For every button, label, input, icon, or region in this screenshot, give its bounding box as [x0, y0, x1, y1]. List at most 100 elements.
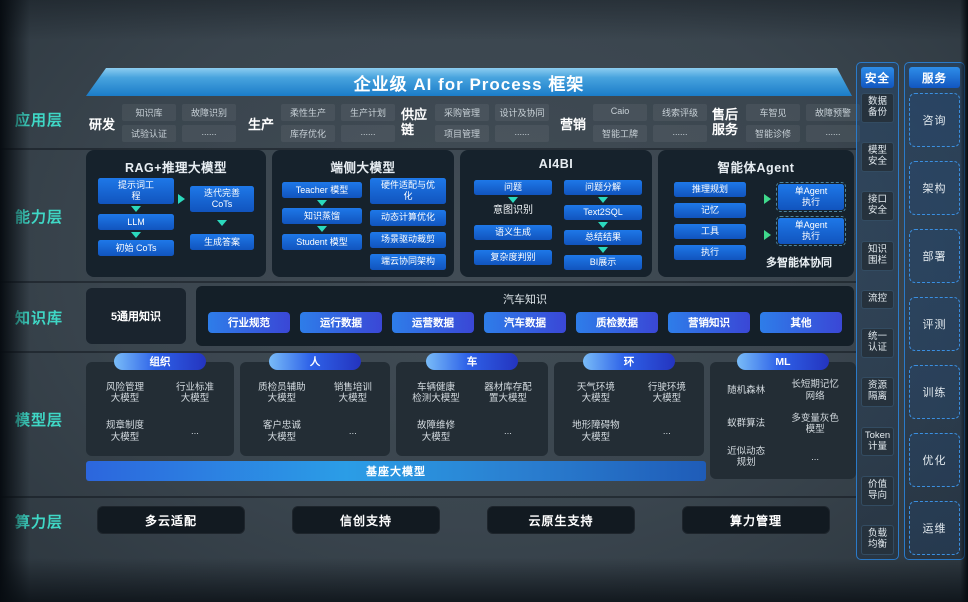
flow-box: 语义生成: [474, 225, 552, 240]
flow-box: 问题分解: [564, 180, 642, 195]
knowledge-button: 运行数据: [300, 312, 382, 333]
model-group-pill: 人: [269, 353, 361, 370]
flow-box: Student 模型: [282, 234, 362, 250]
app-group-marketing: 营销 Caio 智能工牌 线索评级......: [560, 101, 708, 145]
app-item: 线索评级: [653, 104, 708, 121]
security-item: 统一 认证: [861, 328, 894, 359]
flow-box: 初始 CoTs: [98, 240, 174, 256]
services-item: 咨询: [909, 93, 960, 147]
model-item: 规章制度 大模型: [105, 420, 144, 443]
app-group-label: 研发: [89, 116, 116, 132]
compute-button: 算力管理: [682, 506, 830, 534]
app-item: ......: [495, 125, 549, 142]
app-items: 车智见 智能诊修 故障预警......: [746, 104, 860, 142]
security-item: 数据 备份: [861, 93, 894, 123]
app-items: 柔性生产 库存优化 生产计划......: [281, 104, 396, 142]
flow-box: 总结结果: [564, 230, 642, 245]
compute-row: 多云适配 信创支持 云原生支持 算力管理: [97, 506, 830, 534]
arrow-down-icon: [131, 232, 141, 238]
arrow-down-icon: [131, 206, 141, 212]
flow-box: 端云协同架构: [370, 253, 446, 270]
app-items: Caio 智能工牌 线索评级......: [593, 104, 708, 142]
app-item: ......: [182, 125, 237, 142]
knowledge-button: 质检数据: [576, 312, 658, 333]
flow-box: Teacher 模型: [282, 182, 362, 198]
layer-label-model: 模型层: [15, 412, 64, 429]
row-separator: [0, 496, 856, 498]
model-item: 长短期记忆 网络: [791, 379, 839, 402]
app-item: 采购管理: [435, 104, 489, 121]
app-group-supply-chain: 供应链 采购管理 项目管理 设计及协同......: [401, 101, 549, 145]
security-item: 流控: [861, 289, 894, 309]
model-item: ...: [504, 426, 512, 438]
knowledge-button: 其他: [760, 312, 842, 333]
capability-panel-agent: 智能体Agent 推理规划 记忆 工具 执行 单Agent 执行 单Agent 执行 …: [658, 150, 854, 277]
app-item: 试验认证: [122, 125, 177, 142]
arrow-down-icon: [598, 222, 608, 228]
model-item: 故障维修 大模型: [416, 420, 455, 443]
model-item: ...: [662, 426, 671, 438]
model-item: 地形障碍物 大模型: [572, 420, 620, 443]
flow-box: 知识蒸馏: [282, 208, 362, 224]
arrow-down-icon: [317, 226, 327, 232]
capability-panel-rag: RAG+推理大模型 提示词工 程 LLM 初始 CoTs 迭代完善 CoTs 生…: [86, 150, 266, 277]
app-item: 生产计划: [341, 104, 396, 121]
app-group-label: 供应链: [401, 107, 428, 137]
model-group-person: 人 质检员辅助 大模型 客户忠诚 大模型 销售培训 大模型...: [240, 353, 390, 456]
model-group-organization: 组织 风险管理 大模型 规章制度 大模型 行业标准 大模型...: [86, 353, 234, 456]
layer-label-compute: 算力层: [15, 514, 64, 531]
arrow-right-icon: [764, 194, 771, 204]
flow-box: LLM: [98, 214, 174, 230]
layer-label-capability: 能力层: [15, 209, 64, 226]
model-items: 车辆健康 检测大模型 故障维修 大模型 器材库存配 置大模型...: [396, 362, 548, 456]
model-item: 随机森林: [727, 384, 766, 396]
flow-box: 动态计算优化: [370, 209, 446, 226]
row-separator: [0, 351, 856, 353]
flow-box: 问题: [474, 180, 552, 195]
app-group-label: 营销: [560, 116, 587, 132]
app-group-label: 售后服务: [712, 107, 739, 137]
model-item: 行业标准 大模型: [175, 381, 214, 405]
app-item: 故障识别: [182, 104, 237, 121]
knowledge-button: 行业规范: [208, 312, 290, 333]
flow-box: 推理规划: [674, 182, 746, 197]
model-item: 质检员辅助 大模型: [258, 381, 306, 405]
model-item: 风险管理 大模型: [105, 381, 144, 405]
model-item: 车辆健康 检测大模型: [412, 381, 460, 405]
flow-box: 迭代完善 CoTs: [190, 186, 254, 212]
flow-box: 工具: [674, 224, 746, 239]
model-item: 客户忠诚 大模型: [262, 420, 301, 443]
services-item: 部署: [909, 229, 960, 283]
services-item: 运维: [909, 501, 960, 555]
model-group-pill: 组织: [114, 353, 206, 370]
model-item: 销售培训 大模型: [333, 381, 372, 405]
app-item: 项目管理: [435, 125, 489, 142]
model-items: 风险管理 大模型 规章制度 大模型 行业标准 大模型...: [86, 362, 234, 456]
security-item: 模型 安全: [861, 142, 894, 173]
services-item: 训练: [909, 365, 960, 419]
security-item: 负载 均衡: [861, 525, 894, 555]
app-item: 故障预警: [806, 104, 860, 121]
model-item: 近似动态 规划: [727, 445, 766, 469]
services-column: 服务 咨询 架构 部署 评测 训练 优化 运维: [904, 62, 965, 560]
flow-box: 场景驱动裁剪: [370, 231, 446, 248]
model-item: ...: [811, 451, 820, 463]
app-item: 智能工牌: [593, 125, 648, 142]
flow-box: 硬件适配与优 化: [370, 178, 446, 204]
arrow-down-icon: [598, 247, 608, 253]
compute-button: 信创支持: [292, 506, 440, 534]
app-group-production: 生产 柔性生产 库存优化 生产计划......: [248, 101, 396, 145]
compute-button: 云原生支持: [487, 506, 635, 534]
knowledge-button: 汽车数据: [484, 312, 566, 333]
knowledge-general-box: 5通用知识: [86, 288, 186, 344]
layer-label-knowledge: 知识库: [15, 310, 64, 327]
flow-box: 复杂度判别: [474, 250, 552, 265]
foundation-model-bar: 基座大模型: [86, 461, 706, 481]
app-item: 库存优化: [281, 125, 336, 142]
row-separator: [0, 148, 856, 150]
app-item: ......: [341, 125, 396, 142]
app-items: 知识库 试验认证 故障识别......: [122, 104, 237, 142]
flow-box: 单Agent 执行: [776, 182, 846, 212]
services-item: 评测: [909, 297, 960, 351]
app-group-label: 生产: [248, 116, 275, 132]
